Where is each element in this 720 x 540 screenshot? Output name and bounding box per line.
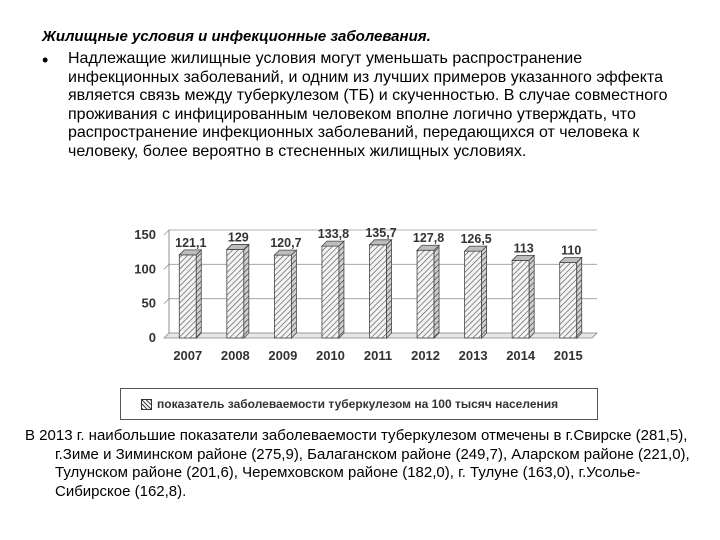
bar-top — [273, 249, 298, 256]
chart-legend: показатель заболеваемости туберкулезом н… — [120, 388, 598, 420]
bar-chart: 0 50 100 150 121,1 2007 129 2008 120,7 2009 133,8 2… — [120, 215, 600, 425]
bar-top — [558, 257, 583, 263]
bar-side — [481, 245, 488, 339]
bar-top — [463, 245, 488, 252]
data-label: 135,7 — [365, 226, 396, 240]
legend-swatch — [141, 399, 152, 410]
bullet-text: Надлежащие жилищные условия могут уменьш… — [68, 50, 668, 160]
bar — [511, 260, 530, 339]
data-label: 110 — [561, 243, 581, 257]
x-tick-label: 2010 — [316, 348, 345, 363]
legend-label: показатель заболеваемости туберкулезом н… — [157, 397, 559, 411]
chart-svg: 0 50 100 150 121,1 2007 129 2008 120,7 2009 133,8 2… — [134, 226, 598, 363]
y-tick-label: 100 — [134, 261, 156, 276]
x-tick-label: 2008 — [221, 348, 250, 363]
bar-top — [368, 239, 393, 246]
bar — [273, 254, 292, 339]
data-label: 127,8 — [413, 231, 444, 245]
x-tick-label: 2015 — [554, 348, 583, 363]
gridline-corner — [163, 229, 170, 236]
bar-side — [195, 248, 202, 339]
gridline-corner — [163, 298, 170, 304]
bar-side — [576, 256, 583, 339]
gridline-corner — [163, 264, 170, 270]
bar-top — [178, 249, 203, 256]
gridline-corner — [163, 332, 170, 339]
bar-side — [338, 240, 345, 339]
bar-top — [416, 244, 441, 251]
x-tick-label: 2014 — [506, 348, 536, 363]
data-label: 121,1 — [175, 236, 206, 250]
data-label: 129 — [228, 230, 249, 244]
data-label: 126,5 — [460, 232, 491, 246]
bar-top — [511, 255, 536, 261]
slide-heading: Жилищные условия и инфекционные заболева… — [42, 28, 431, 45]
bar-side — [386, 238, 392, 339]
bar — [464, 250, 483, 339]
data-label: 133,8 — [318, 227, 349, 241]
bar — [559, 262, 578, 339]
x-tick-label: 2009 — [268, 348, 297, 363]
data-label: 113 — [514, 241, 534, 255]
bar-side — [243, 243, 250, 339]
footer-text: В 2013 г. наибольшие показатели заболева… — [25, 427, 690, 500]
y-tick-label: 0 — [149, 330, 156, 345]
bar-top — [225, 244, 250, 250]
bar — [178, 254, 197, 339]
x-tick-label: 2007 — [173, 348, 202, 363]
x-tick-label: 2011 — [364, 348, 392, 363]
bar-side — [528, 254, 535, 339]
x-tick-label: 2012 — [411, 348, 440, 363]
bar — [226, 249, 245, 339]
bullet-marker: • — [42, 50, 49, 70]
bar-side — [290, 249, 297, 339]
y-tick-label: 50 — [142, 296, 156, 311]
data-label: 120,7 — [270, 236, 301, 250]
bar — [416, 249, 435, 339]
bar-side — [433, 244, 440, 339]
y-tick-label: 150 — [134, 227, 156, 242]
x-tick-label: 2013 — [459, 348, 488, 363]
bar — [321, 245, 340, 339]
bar-top — [320, 240, 345, 247]
bar — [369, 244, 387, 339]
